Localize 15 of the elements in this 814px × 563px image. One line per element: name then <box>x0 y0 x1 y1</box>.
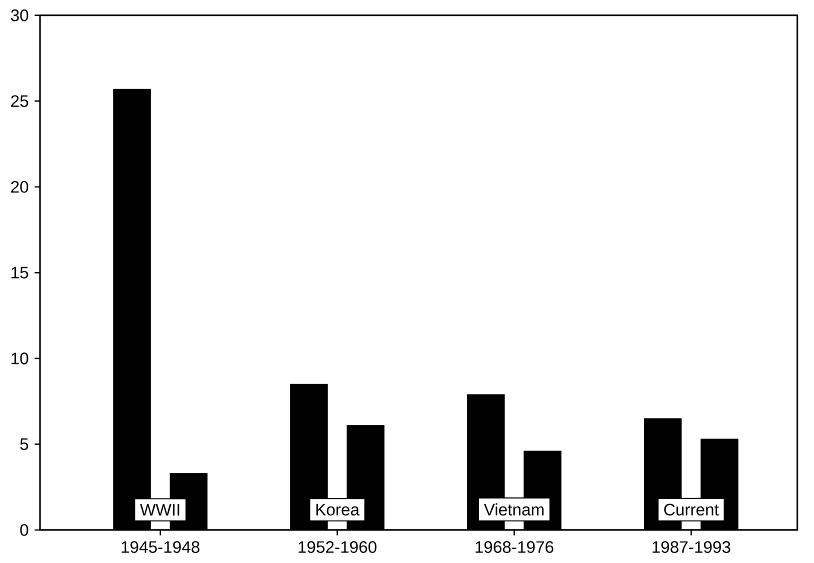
y-tick-label: 5 <box>20 438 28 450</box>
x-tick-label: 1968-1976 <box>476 541 554 553</box>
y-tick-label: 0 <box>20 524 28 536</box>
annotation: WWII <box>140 504 180 516</box>
x-tick-label: 1952-1960 <box>298 541 376 553</box>
annotation: Current <box>664 504 719 516</box>
y-tick-label: 25 <box>11 95 28 108</box>
annotation: Korea <box>316 504 360 516</box>
y-tick-label: 15 <box>12 266 28 278</box>
x-tick-label: 1987-1993 <box>652 541 730 553</box>
y-tick-label: 20 <box>11 180 28 193</box>
x-tick-label: 1945-1948 <box>122 541 200 553</box>
y-tick-label: 30 <box>10 9 28 22</box>
annotation: Vietnam <box>484 503 544 516</box>
y-tick-label: 10 <box>12 352 28 364</box>
